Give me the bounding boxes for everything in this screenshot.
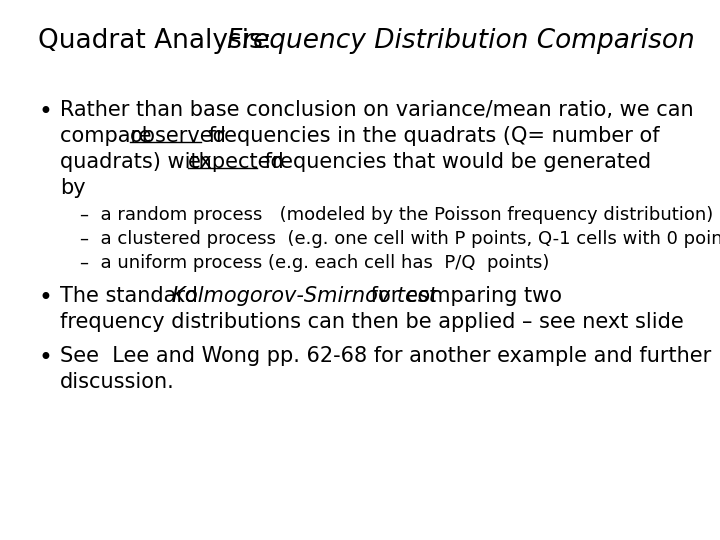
Text: quadrats) with: quadrats) with — [60, 152, 218, 172]
Text: –  a random process   (modeled by the Poisson frequency distribution): – a random process (modeled by the Poiss… — [80, 206, 714, 224]
Text: compare: compare — [60, 126, 158, 146]
Text: •: • — [38, 286, 52, 310]
Text: frequency distributions can then be applied – see next slide: frequency distributions can then be appl… — [60, 312, 684, 332]
Text: –  a clustered process  (e.g. one cell with P points, Q-1 cells with 0 points): – a clustered process (e.g. one cell wit… — [80, 230, 720, 248]
Text: Quadrat Analysis:: Quadrat Analysis: — [38, 28, 280, 54]
Text: discussion.: discussion. — [60, 372, 175, 392]
Text: •: • — [38, 346, 52, 370]
Text: Frequency Distribution Comparison: Frequency Distribution Comparison — [227, 28, 695, 54]
Text: by: by — [60, 178, 86, 198]
Text: The standard: The standard — [60, 286, 204, 306]
Text: See  Lee and Wong pp. 62-68 for another example and further: See Lee and Wong pp. 62-68 for another e… — [60, 346, 711, 366]
Text: frequencies in the quadrats (Q= number of: frequencies in the quadrats (Q= number o… — [202, 126, 660, 146]
Text: expected: expected — [188, 152, 284, 172]
Text: Rather than base conclusion on variance/mean ratio, we can: Rather than base conclusion on variance/… — [60, 100, 693, 120]
Text: observed: observed — [130, 126, 227, 146]
Text: for comparing two: for comparing two — [364, 286, 562, 306]
Text: frequencies that would be generated: frequencies that would be generated — [258, 152, 651, 172]
Text: •: • — [38, 100, 52, 124]
Text: –  a uniform process (e.g. each cell has  P/Q  points): – a uniform process (e.g. each cell has … — [80, 254, 549, 272]
Text: Kolmogorov-Smirnov test: Kolmogorov-Smirnov test — [172, 286, 437, 306]
